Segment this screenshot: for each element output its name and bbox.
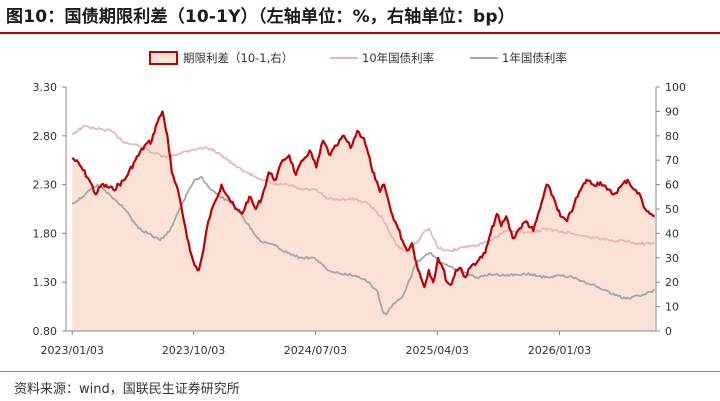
series-spread-line <box>71 110 656 289</box>
x-axis-tick-label: 2023/01/03 <box>41 344 104 357</box>
left-axis-tick-label: 1.80 <box>33 227 58 240</box>
legend-label-spread: 期限利差（10-1,右） <box>183 51 293 65</box>
right-axis-tick-label: 90 <box>665 105 679 118</box>
legend-label-10y: 10年国债利率 <box>362 51 434 65</box>
x-axis-tick-label: 2025/04/03 <box>406 344 469 357</box>
left-axis-tick-label: 2.30 <box>33 179 58 192</box>
x-axis-tick-label: 2024/07/03 <box>284 344 347 357</box>
legend: 期限利差（10-1,右） 10年国债利率 1年国债利率 <box>149 51 567 65</box>
legend-label-1y: 1年国债利率 <box>502 51 567 65</box>
right-axis-tick-label: 40 <box>665 227 679 240</box>
right-axis-tick-label: 10 <box>665 301 679 314</box>
x-axis-tick-label: 2026/01/03 <box>528 344 591 357</box>
left-axis-tick-label: 1.30 <box>33 276 58 289</box>
right-axis-tick-label: 50 <box>665 203 679 216</box>
right-axis-tick-label: 70 <box>665 154 679 167</box>
right-axis-tick-label: 80 <box>665 130 679 143</box>
axes-layer: 0.80 1.30 1.80 2.30 2.80 3.30 0 10 20 30 40 50 60 70 8… <box>33 81 687 357</box>
chart-canvas: 0.80 1.30 1.80 2.30 2.80 3.30 0 10 20 30 40 50 60 70 8… <box>33 51 687 357</box>
x-axis-tick-label: 2023/10/03 <box>162 344 225 357</box>
left-axis-tick-label: 0.80 <box>33 325 58 338</box>
left-axis-tick-label: 2.80 <box>33 130 58 143</box>
series-1y-line <box>71 175 655 316</box>
chart-title: 图10：国债期限利差（10-1Y）（左轴单位：%，右轴单位：bp） <box>6 7 515 27</box>
right-axis-tick-label: 60 <box>665 179 679 192</box>
source-note: 资料来源：wind，国联民生证券研究所 <box>14 382 240 397</box>
left-axis-tick-label: 3.30 <box>33 81 58 94</box>
footer-divider <box>0 371 720 372</box>
line-layer <box>71 110 656 316</box>
legend-swatch-spread <box>149 51 178 65</box>
right-axis-tick-label: 0 <box>665 325 672 338</box>
right-axis-tick-label: 20 <box>665 276 679 289</box>
right-axis-tick-label: 30 <box>665 252 679 265</box>
right-axis-tick-label: 100 <box>665 81 686 94</box>
title-divider <box>0 32 720 34</box>
